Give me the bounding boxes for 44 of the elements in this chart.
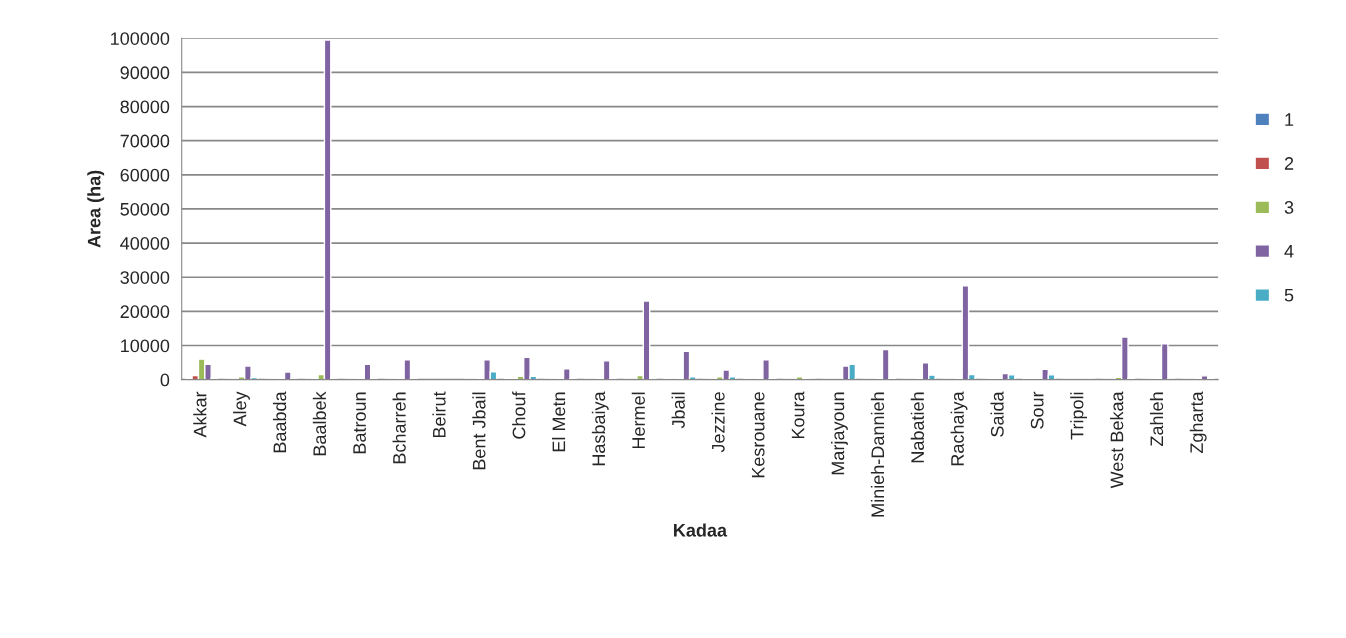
x-tick-label: Nabatieh bbox=[910, 392, 925, 463]
y-tick-label: 40000 bbox=[120, 237, 170, 250]
y-tick-label: 0 bbox=[160, 373, 170, 387]
x-tick-label: Akkar bbox=[193, 391, 207, 438]
x-tick-label: West Bekaa bbox=[1110, 391, 1124, 489]
x-tick-label: Hasbaiya bbox=[591, 391, 609, 466]
y-tick-label: 30000 bbox=[120, 271, 170, 284]
legend-label: 4 bbox=[1284, 245, 1294, 258]
y-tick-label: 10000 bbox=[121, 339, 170, 353]
y-tick-label: 70000 bbox=[120, 134, 170, 148]
y-tick-label: 50000 bbox=[120, 202, 170, 216]
x-tick-label: Zgharta bbox=[1189, 391, 1207, 454]
x-tick-label: Aley bbox=[233, 391, 250, 427]
legend-label: 2 bbox=[1284, 157, 1294, 170]
y-tick-label: 20000 bbox=[120, 305, 170, 319]
x-tick-label: Baabda bbox=[272, 391, 287, 453]
legend-label: 1 bbox=[1285, 113, 1294, 126]
x-tick-label: Koura bbox=[791, 391, 805, 439]
x-tick-label: Minieh-Dannieh bbox=[870, 392, 885, 517]
y-tick-label: 60000 bbox=[120, 168, 170, 182]
x-tick-label: Marjayoun bbox=[831, 392, 848, 475]
x-tick-label: Batroun bbox=[353, 392, 366, 454]
x-tick-label: Bent Jbail bbox=[472, 392, 486, 470]
x-tick-label: El Metn bbox=[551, 392, 566, 452]
legend-label: 5 bbox=[1284, 289, 1294, 302]
x-tick-label: Tripoli bbox=[1070, 392, 1088, 440]
y-tick-label: 90000 bbox=[120, 66, 170, 80]
x-tick-label: Saida bbox=[990, 391, 1004, 437]
x-tick-label: Beirut bbox=[432, 391, 446, 438]
x-tick-label: Sour bbox=[1030, 391, 1044, 429]
x-axis-title: Kadaa bbox=[674, 523, 728, 537]
x-tick-label: Chouf bbox=[512, 391, 526, 439]
y-axis-title: Area (ha) bbox=[87, 170, 105, 248]
x-tick-label: Jbail bbox=[671, 392, 685, 429]
x-tick-label: Jezzine bbox=[711, 392, 725, 453]
y-tick-label: 80000 bbox=[120, 100, 170, 114]
x-tick-label: Kesrouane bbox=[751, 392, 765, 478]
x-tick-label: Zahleh bbox=[1149, 392, 1164, 447]
x-tick-label: Baalbek bbox=[312, 391, 327, 456]
x-tick-label: Bcharreh bbox=[392, 392, 406, 464]
legend-label: 3 bbox=[1284, 201, 1294, 214]
y-tick-label: 100000 bbox=[111, 32, 170, 45]
x-tick-label: Rachaiya bbox=[950, 391, 968, 466]
x-tick-label: Hermel bbox=[631, 392, 645, 449]
